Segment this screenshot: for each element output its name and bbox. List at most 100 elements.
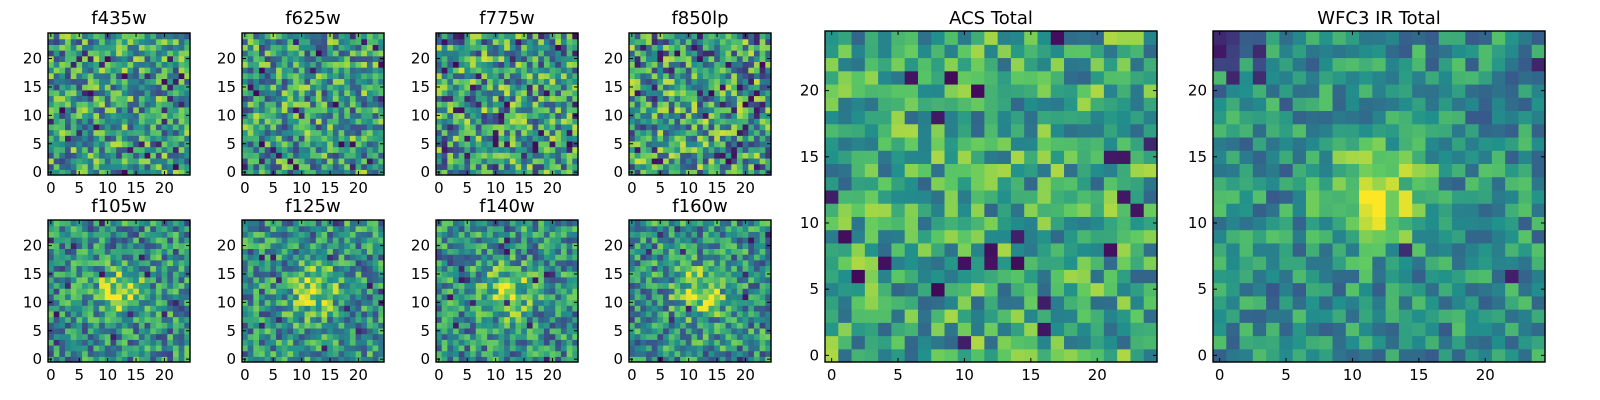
heatmap-cell [436, 350, 443, 357]
heatmap-cell [70, 316, 77, 323]
heatmap-cell [504, 38, 511, 45]
heatmap-cell [492, 242, 500, 249]
heatmap-cell [70, 339, 77, 346]
heatmap-cell [270, 339, 277, 346]
heatmap-cell [121, 112, 129, 119]
heatmap-cell [447, 288, 454, 295]
heatmap-cell [366, 157, 374, 165]
heatmap-cell [293, 305, 300, 312]
heatmap-cell [121, 225, 129, 232]
heatmap-cell [436, 276, 443, 284]
heatmap-cell [719, 299, 727, 306]
heatmap-cell [65, 140, 72, 148]
heatmap-cell [736, 50, 744, 57]
heatmap-cell [121, 169, 129, 176]
heatmap-cell [629, 310, 636, 318]
heatmap-cell [731, 282, 738, 289]
heatmap-cell [708, 61, 715, 68]
heatmap-cell [110, 339, 117, 346]
heatmap-cell [247, 327, 254, 335]
heatmap-cell [441, 33, 448, 40]
heatmap-cell [184, 72, 191, 80]
heatmap-cell [731, 327, 738, 335]
heatmap-cell [634, 293, 641, 301]
heatmap-cell [521, 231, 528, 238]
heatmap-cell [453, 356, 460, 363]
heatmap-cell [327, 276, 334, 284]
heatmap-cell [674, 33, 681, 40]
heatmap-cell [315, 95, 323, 102]
heatmap-cell [560, 254, 568, 261]
heatmap-cell [475, 163, 483, 170]
heatmap-cell [93, 282, 100, 289]
heatmap-cell [104, 61, 112, 68]
heatmap-cell [538, 237, 545, 244]
heatmap-cell [748, 152, 755, 159]
heatmap-cell [287, 265, 294, 272]
heatmap-cell [543, 231, 551, 238]
heatmap-cell [697, 316, 704, 323]
heatmap-cell [504, 237, 511, 244]
heatmap-cell [127, 157, 134, 165]
heatmap-cell [161, 288, 168, 295]
heatmap-cell [366, 112, 374, 119]
heatmap-cell [155, 344, 163, 352]
heatmap-cell [538, 344, 545, 352]
heatmap-cell [634, 350, 641, 357]
heatmap-cell [549, 101, 556, 108]
heatmap-cell [327, 242, 334, 249]
heatmap-cell [759, 84, 766, 91]
heatmap-cell [344, 231, 351, 238]
heatmap-cell [70, 305, 77, 312]
heatmap-cell [310, 106, 317, 114]
heatmap-cell [287, 157, 294, 165]
heatmap-cell [753, 50, 761, 57]
heatmap-cell [470, 89, 477, 97]
heatmap-cell [441, 67, 448, 74]
heatmap-cell [663, 344, 670, 352]
heatmap-cell [504, 50, 511, 57]
heatmap-cell [82, 118, 89, 125]
heatmap-cell [708, 333, 715, 340]
heatmap-cell [458, 344, 465, 352]
heatmap-cell [509, 282, 517, 289]
heatmap-cell [110, 61, 117, 68]
heatmap-cell [270, 101, 277, 108]
heatmap-cell [640, 123, 647, 131]
heatmap-cell [731, 67, 738, 74]
heatmap-cell [321, 78, 328, 85]
heatmap-cell [504, 293, 511, 301]
heatmap-cell [70, 129, 77, 136]
heatmap-cell [532, 95, 539, 102]
heatmap-cell [48, 305, 55, 312]
heatmap-cell [453, 118, 460, 125]
heatmap-cell [651, 33, 658, 40]
heatmap-cell [464, 259, 471, 267]
heatmap-cell [247, 169, 254, 176]
heatmap-cell [526, 89, 534, 97]
heatmap-cell [178, 140, 185, 148]
heatmap-cell [116, 163, 123, 170]
heatmap-cell [304, 237, 311, 244]
heatmap-cell [304, 356, 311, 363]
heatmap-cell [184, 316, 191, 323]
heatmap-cell [504, 152, 511, 159]
heatmap-cell [167, 356, 174, 363]
heatmap-cell [464, 38, 471, 45]
heatmap-cell [155, 327, 163, 335]
heatmap-cell [753, 38, 761, 45]
heatmap-cell [310, 271, 317, 278]
heatmap-cell [104, 299, 112, 306]
heatmap-cell [668, 310, 676, 318]
heatmap-cell [155, 118, 163, 125]
heatmap-cell [310, 316, 317, 323]
heatmap-cell [492, 333, 500, 340]
heatmap-cell [276, 106, 283, 114]
heatmap-cell [82, 339, 89, 346]
heatmap-cell [287, 220, 294, 227]
heatmap-cell [161, 101, 168, 108]
heatmap-cell [110, 322, 117, 329]
heatmap-cell [53, 55, 60, 62]
heatmap-cell [708, 84, 715, 91]
heatmap-cell [470, 61, 477, 68]
